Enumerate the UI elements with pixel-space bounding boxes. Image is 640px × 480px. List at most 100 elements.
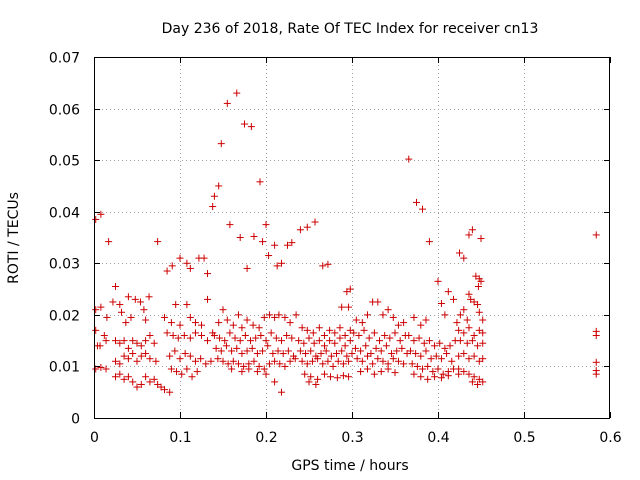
data-point [283,331,291,339]
data-point [215,182,223,190]
data-point [112,337,119,345]
data-point [341,331,349,339]
data-point [384,306,392,314]
data-point [274,347,282,355]
data-point [303,360,311,368]
data-point [357,368,365,376]
data-point [210,331,218,339]
data-point [295,337,303,345]
data-point [176,355,184,363]
data-point [376,337,384,345]
data-point [105,238,113,246]
data-point [245,365,253,373]
data-point [265,252,273,260]
data-point [204,295,212,303]
data-point [167,319,175,327]
data-point [334,357,342,365]
data-point [474,380,482,388]
data-point [137,352,145,360]
axis-ticks: 0 0.1 0.2 0.3 0.4 0.5 0.6 0 0.01 0.02 0.03 0.04 0.05… [49,51,622,447]
data-point [204,270,212,278]
data-point [307,347,315,355]
data-point [217,347,225,355]
data-point [331,339,339,347]
data-point [171,347,179,355]
data-point [249,321,257,329]
data-point [137,342,145,350]
data-point [341,342,349,350]
data-point [238,350,246,358]
data-point [92,306,100,314]
data-point [272,334,280,342]
data-point [363,311,371,319]
data-point [312,380,320,388]
data-point [250,232,258,240]
data-point [434,277,442,285]
data-point [288,239,296,247]
y-tick-label: 0.03 [49,257,80,273]
data-point [460,350,468,358]
data-point [217,140,225,148]
data-point [183,301,191,309]
data-point [384,365,392,373]
y-tick-label: 0.01 [49,360,80,376]
data-point [309,329,317,337]
data-point [96,342,104,350]
data-point [339,360,347,368]
data-point [417,373,425,381]
data-point [329,362,337,370]
data-point [327,352,335,360]
data-point [262,221,270,229]
data-point [247,123,255,131]
data-point [333,350,341,358]
data-point [120,375,128,383]
data-point [396,337,404,345]
data-point [592,358,600,366]
y-tick-label: 0 [71,412,80,428]
data-point [443,350,451,358]
data-point [186,334,194,342]
data-point [219,306,227,314]
data-point [326,337,334,345]
data-point [166,352,174,360]
data-point [315,324,323,332]
data-point [468,226,476,234]
data-point [439,370,447,378]
data-point [419,365,427,373]
data-point [391,369,399,377]
data-point [470,373,478,381]
data-point [229,321,237,329]
data-point [391,329,399,337]
data-point [226,329,234,337]
data-point [152,357,160,365]
data-point [198,321,205,329]
data-point [474,282,482,290]
data-point [365,334,373,342]
x-tick-label: 0.5 [513,430,535,446]
data-point [253,368,261,376]
data-point [116,339,124,347]
data-point [369,360,377,368]
data-point [219,357,227,365]
data-point [255,324,263,332]
data-point [444,288,452,296]
data-point [351,344,359,352]
data-point [463,339,471,347]
data-point [247,337,255,345]
data-point [178,370,186,378]
data-point [410,313,418,321]
data-point [102,337,110,345]
data-point [259,347,267,355]
data-point [345,373,353,381]
data-point [176,254,184,262]
data-point [320,342,328,350]
data-point [262,370,270,378]
data-point [360,326,368,334]
data-point [129,337,137,345]
data-point [146,378,154,386]
data-point [169,331,177,339]
data-point [163,329,171,337]
data-point [176,321,184,329]
data-point [465,231,473,239]
data-point [412,350,420,358]
